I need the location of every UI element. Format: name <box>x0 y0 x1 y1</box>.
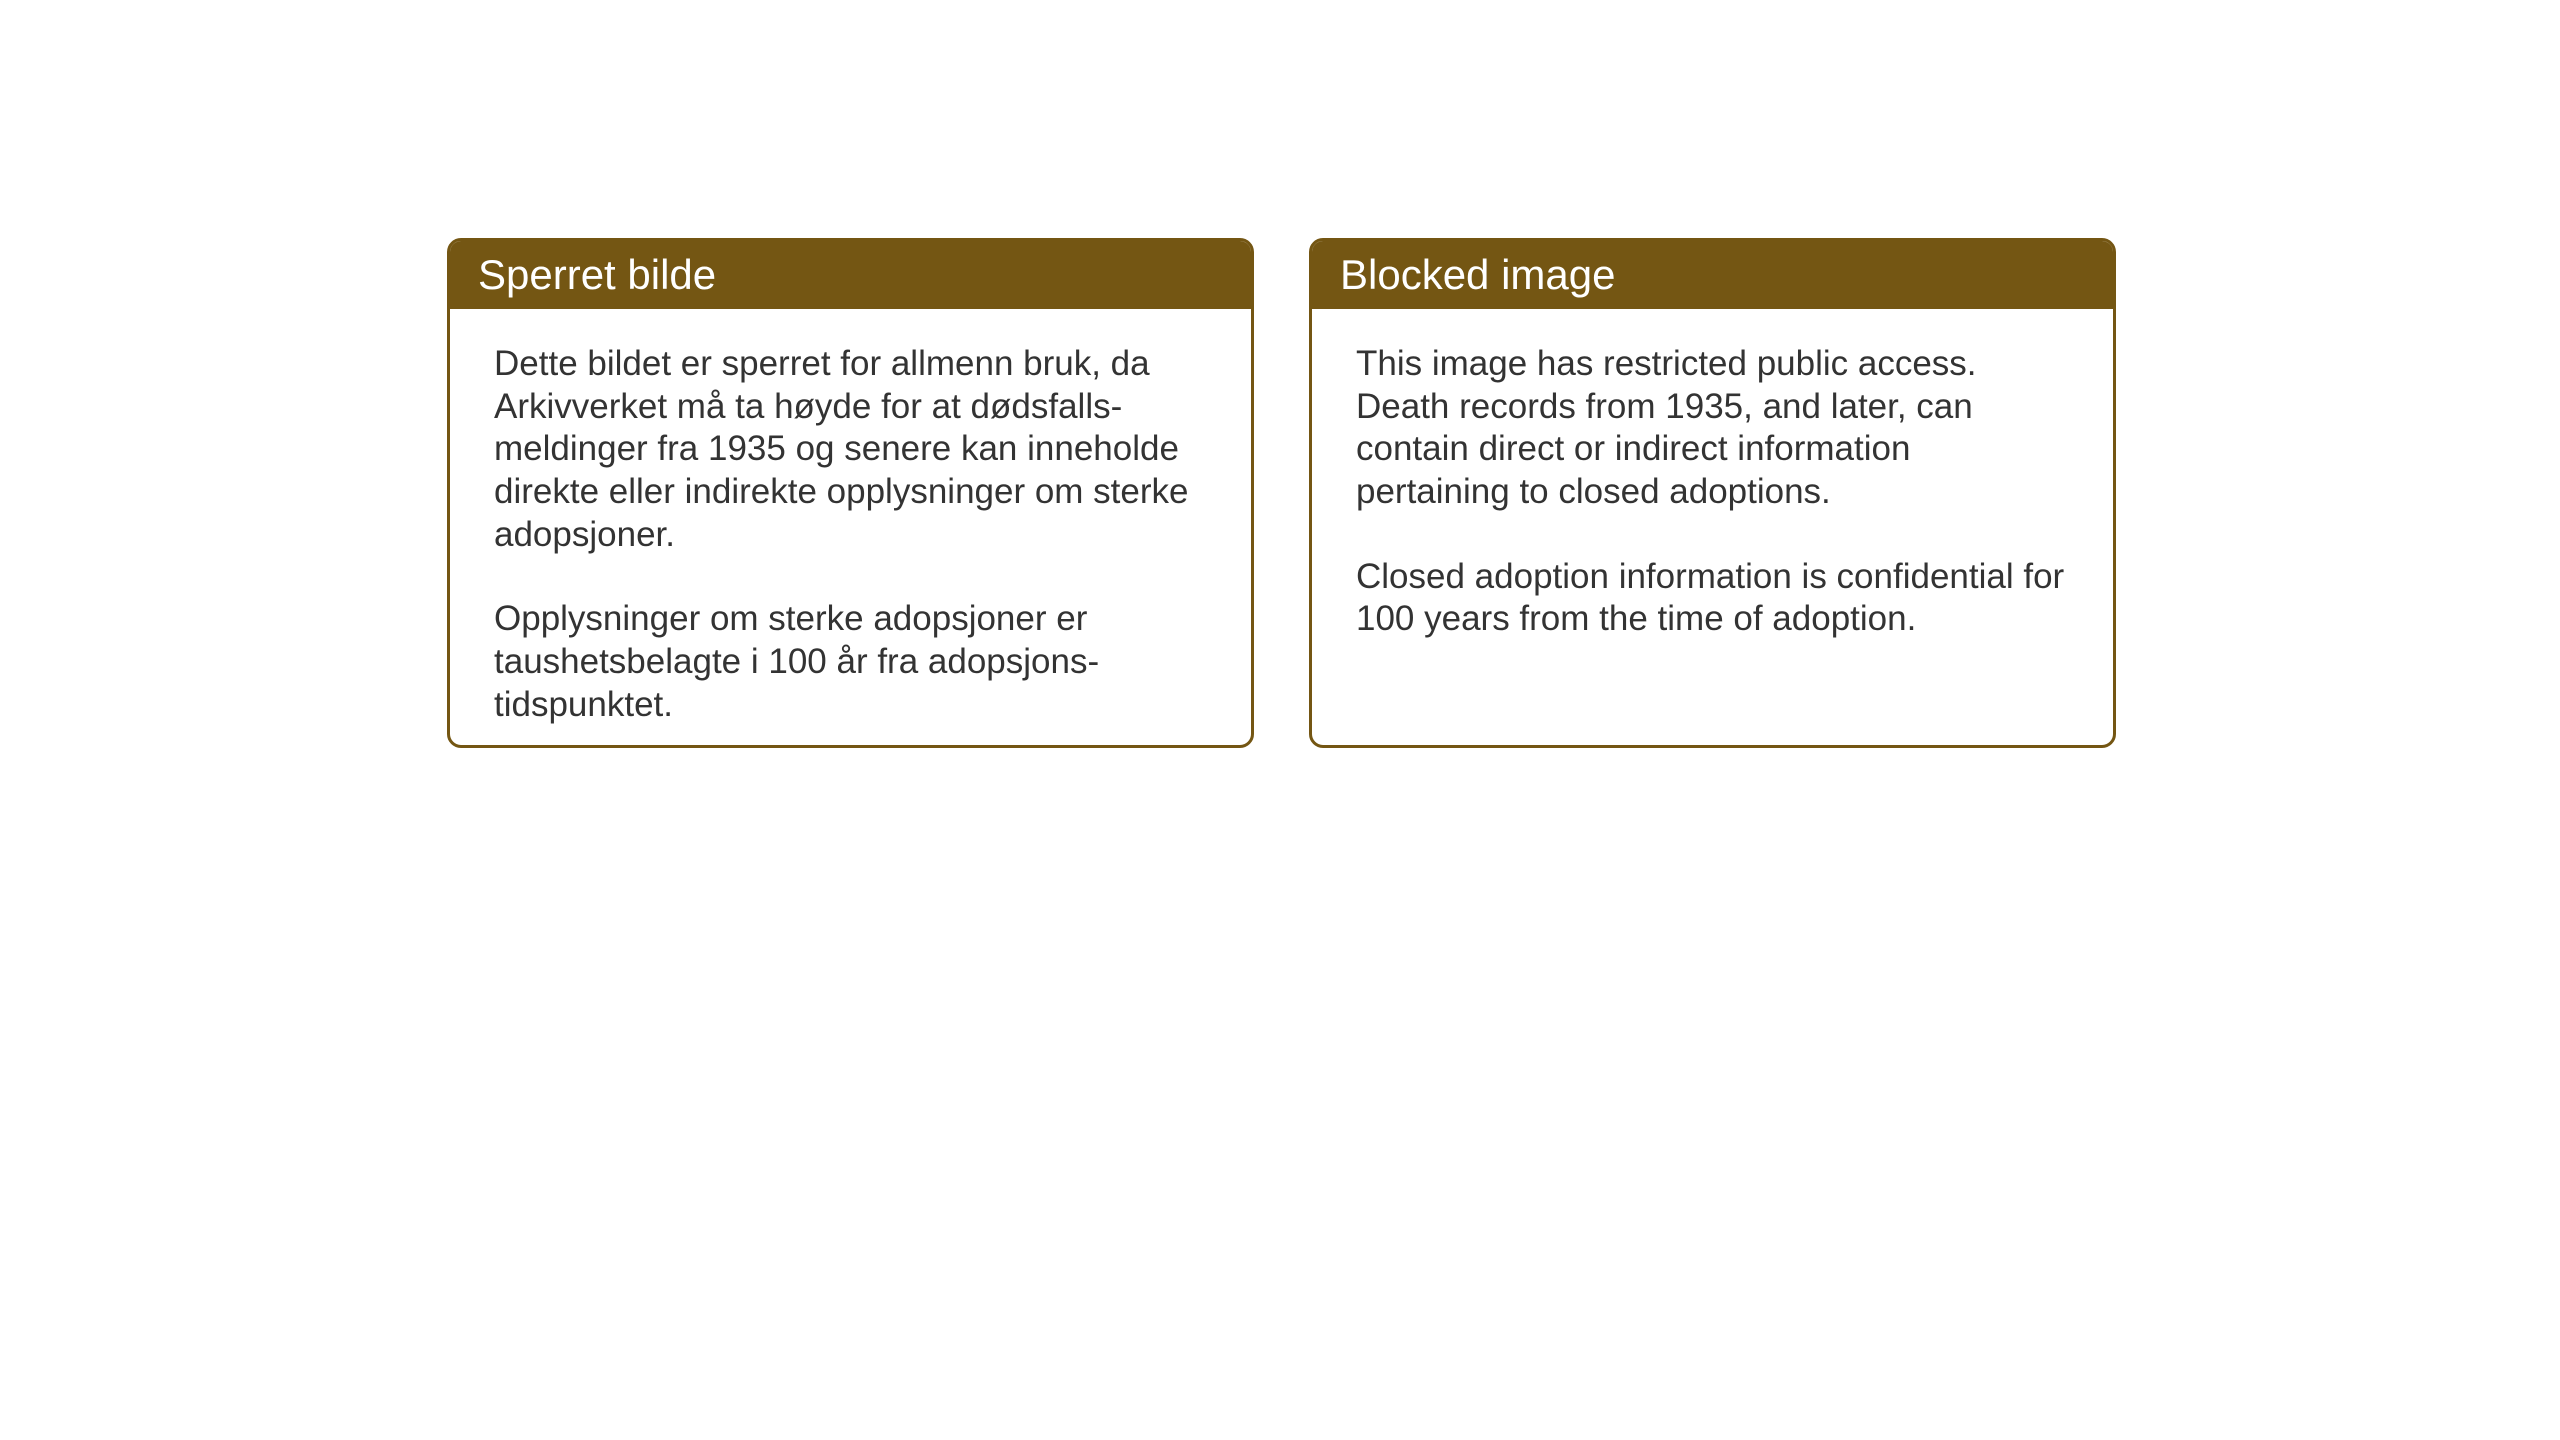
norwegian-paragraph-1: Dette bildet er sperret for allmenn bruk… <box>494 343 1207 556</box>
norwegian-card-body: Dette bildet er sperret for allmenn bruk… <box>450 309 1251 748</box>
norwegian-card: Sperret bilde Dette bildet er sperret fo… <box>447 238 1254 748</box>
norwegian-card-header: Sperret bilde <box>450 241 1251 309</box>
english-card-body: This image has restricted public access.… <box>1312 309 2113 675</box>
english-paragraph-1: This image has restricted public access.… <box>1356 343 2069 514</box>
english-header-text: Blocked image <box>1340 251 1615 298</box>
norwegian-header-text: Sperret bilde <box>478 251 716 298</box>
english-card: Blocked image This image has restricted … <box>1309 238 2116 748</box>
norwegian-paragraph-2: Opplysninger om sterke adopsjoner er tau… <box>494 598 1207 726</box>
cards-container: Sperret bilde Dette bildet er sperret fo… <box>447 238 2116 748</box>
english-card-header: Blocked image <box>1312 241 2113 309</box>
english-paragraph-2: Closed adoption information is confident… <box>1356 556 2069 641</box>
